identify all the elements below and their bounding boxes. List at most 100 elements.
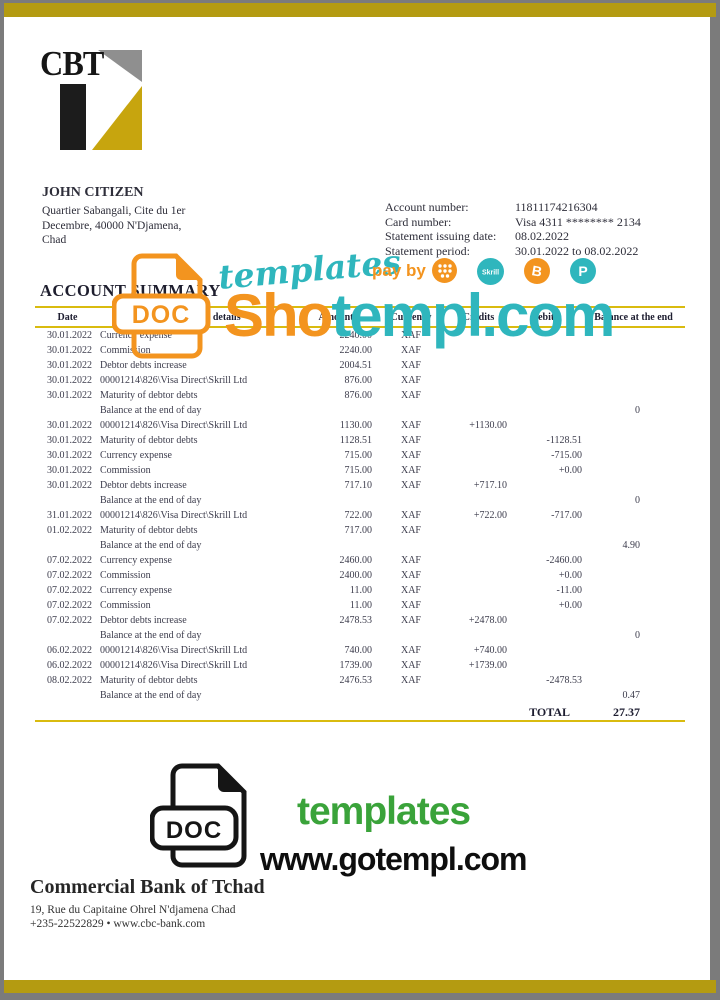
- cell-details: Debtor debts increase: [100, 615, 187, 626]
- total-spacer: [35, 703, 507, 720]
- cell-credit: +1739.00: [468, 660, 507, 671]
- cell-currency: XAF: [400, 585, 421, 596]
- doc-file-footer-icon: DOC: [150, 763, 247, 868]
- cell-details: Balance at the end of day: [100, 405, 202, 416]
- cell-debit: [507, 628, 582, 643]
- cell-details: 00001214\826\Visa Direct\Skrill Ltd: [100, 645, 248, 656]
- cell-balance: 0: [635, 405, 640, 416]
- cell-amount: 2240.00: [339, 345, 373, 356]
- cell-date: 31.01.2022: [47, 510, 92, 521]
- payeer-icon-label: P: [578, 263, 587, 279]
- shotempl-watermark: Shotempl.com: [224, 286, 615, 346]
- cell-amount: 715.00: [344, 465, 373, 476]
- cell-currency: XAF: [400, 435, 421, 446]
- doc-file-watermark-icon: DOC: [112, 253, 211, 359]
- cell-debit: [507, 688, 582, 703]
- table-row: 30.01.2022 00001214\826\Visa Direct\Skril…: [35, 418, 685, 433]
- cell-balance: [582, 373, 685, 388]
- footer-site-url: www.gotempl.com: [260, 841, 527, 877]
- cell-details: Currency expense: [100, 585, 172, 596]
- cell-balance: [582, 358, 685, 373]
- cell-amount: 11.00: [349, 585, 372, 596]
- payeer-icon: P: [570, 258, 596, 284]
- table-row: Balance at the end of day 0: [35, 493, 685, 508]
- cell-amount: 715.00: [344, 450, 373, 461]
- cell-amount: 717.00: [344, 525, 373, 536]
- cell-amount: 876.00: [344, 390, 373, 401]
- cell-debit: [507, 388, 582, 403]
- cell-amount: 717.10: [344, 480, 373, 491]
- bitcoin-icon: B: [524, 258, 550, 284]
- cell-currency: [372, 403, 450, 418]
- cell-currency: XAF: [400, 645, 421, 656]
- table-row: 30.01.2022 Debtor debts increase 2004.51 XA…: [35, 358, 685, 373]
- cell-balance: 0: [635, 495, 640, 506]
- cell-details: Debtor debts increase: [100, 360, 187, 371]
- cell-balance: [582, 478, 685, 493]
- cell-date: [35, 403, 100, 418]
- cell-debit: -1128.51: [546, 435, 582, 446]
- account-number-value: 11811174216304: [515, 200, 598, 214]
- table-row: 30.01.2022 Debtor debts increase 717.10 XAF…: [35, 478, 685, 493]
- cell-date: 30.01.2022: [47, 330, 92, 341]
- cell-credit: [450, 448, 507, 463]
- cell-date: 01.02.2022: [47, 525, 92, 536]
- cell-date: 30.01.2022: [47, 480, 92, 491]
- cell-date: 30.01.2022: [47, 450, 92, 461]
- issuing-date-value: 08.02.2022: [515, 229, 569, 243]
- table-row: 30.01.2022 Currency expense 715.00 XAF -715.…: [35, 448, 685, 463]
- cell-details: 00001214\826\Visa Direct\Skrill Ltd: [100, 510, 248, 521]
- cell-date: 07.02.2022: [47, 555, 92, 566]
- cell-details: 00001214\826\Visa Direct\Skrill Ltd: [100, 660, 248, 671]
- bank-logo-text: CBT: [40, 44, 104, 83]
- table-row: 30.01.2022 Maturity of debtor debts 876.00…: [35, 388, 685, 403]
- table-row: 07.02.2022 Commission 11.00 XAF +0.00: [35, 598, 685, 613]
- cell-currency: XAF: [400, 615, 421, 626]
- cell-credit: +722.00: [473, 510, 507, 521]
- cell-currency: XAF: [400, 660, 421, 671]
- column-header: Debits: [530, 312, 559, 323]
- cell-currency: [372, 688, 450, 703]
- table-row: 31.01.2022 00001214\826\Visa Direct\Skril…: [35, 508, 685, 523]
- cell-balance: [582, 553, 685, 568]
- cell-date: 07.02.2022: [47, 585, 92, 596]
- cell-currency: XAF: [400, 465, 421, 476]
- cell-credit: [450, 403, 507, 418]
- doc-footer-badge-text: DOC: [166, 817, 222, 844]
- bank-name: Commercial Bank of Tchad: [30, 876, 265, 898]
- customer-block: JOHN CITIZEN Quartier Sabangali, Cite du…: [42, 185, 185, 248]
- webmoney-icon: [432, 258, 457, 283]
- cell-credit: [450, 568, 507, 583]
- cell-date: 07.02.2022: [47, 600, 92, 611]
- cell-amount: 2004.51: [339, 360, 373, 371]
- cell-balance: [582, 598, 685, 613]
- cell-credit: [450, 433, 507, 448]
- table-row: 30.01.2022 Maturity of debtor debts 1128.5…: [35, 433, 685, 448]
- cell-credit: [450, 388, 507, 403]
- cell-balance: [582, 463, 685, 478]
- cell-currency: [372, 628, 450, 643]
- cell-amount: 1130.00: [339, 420, 372, 431]
- cell-credit: [450, 598, 507, 613]
- cell-amount: 2240.00: [339, 330, 373, 341]
- bitcoin-icon-label: B: [531, 262, 544, 280]
- statement-page: [4, 3, 710, 993]
- cell-debit: -717.00: [551, 510, 582, 521]
- column-header: Credits: [462, 312, 495, 323]
- cell-date: 30.01.2022: [47, 465, 92, 476]
- cell-date: 06.02.2022: [47, 645, 92, 656]
- cell-credit: [450, 688, 507, 703]
- cell-details: Balance at the end of day: [100, 630, 202, 641]
- cell-date: [35, 493, 100, 508]
- pay-by-label: pay by: [372, 261, 426, 280]
- cell-debit: [507, 493, 582, 508]
- cell-date: [35, 538, 100, 553]
- cell-debit: +0.00: [558, 570, 582, 581]
- table-row: Balance at the end of day 4.90: [35, 538, 685, 553]
- cell-date: 30.01.2022: [47, 360, 92, 371]
- card-number-row: Card number: Visa 4311 ******** 2134: [385, 215, 641, 230]
- cell-credit: +740.00: [473, 645, 507, 656]
- cbt-logo-icon: [58, 48, 144, 152]
- cell-balance: [582, 658, 685, 673]
- cell-balance: [582, 643, 685, 658]
